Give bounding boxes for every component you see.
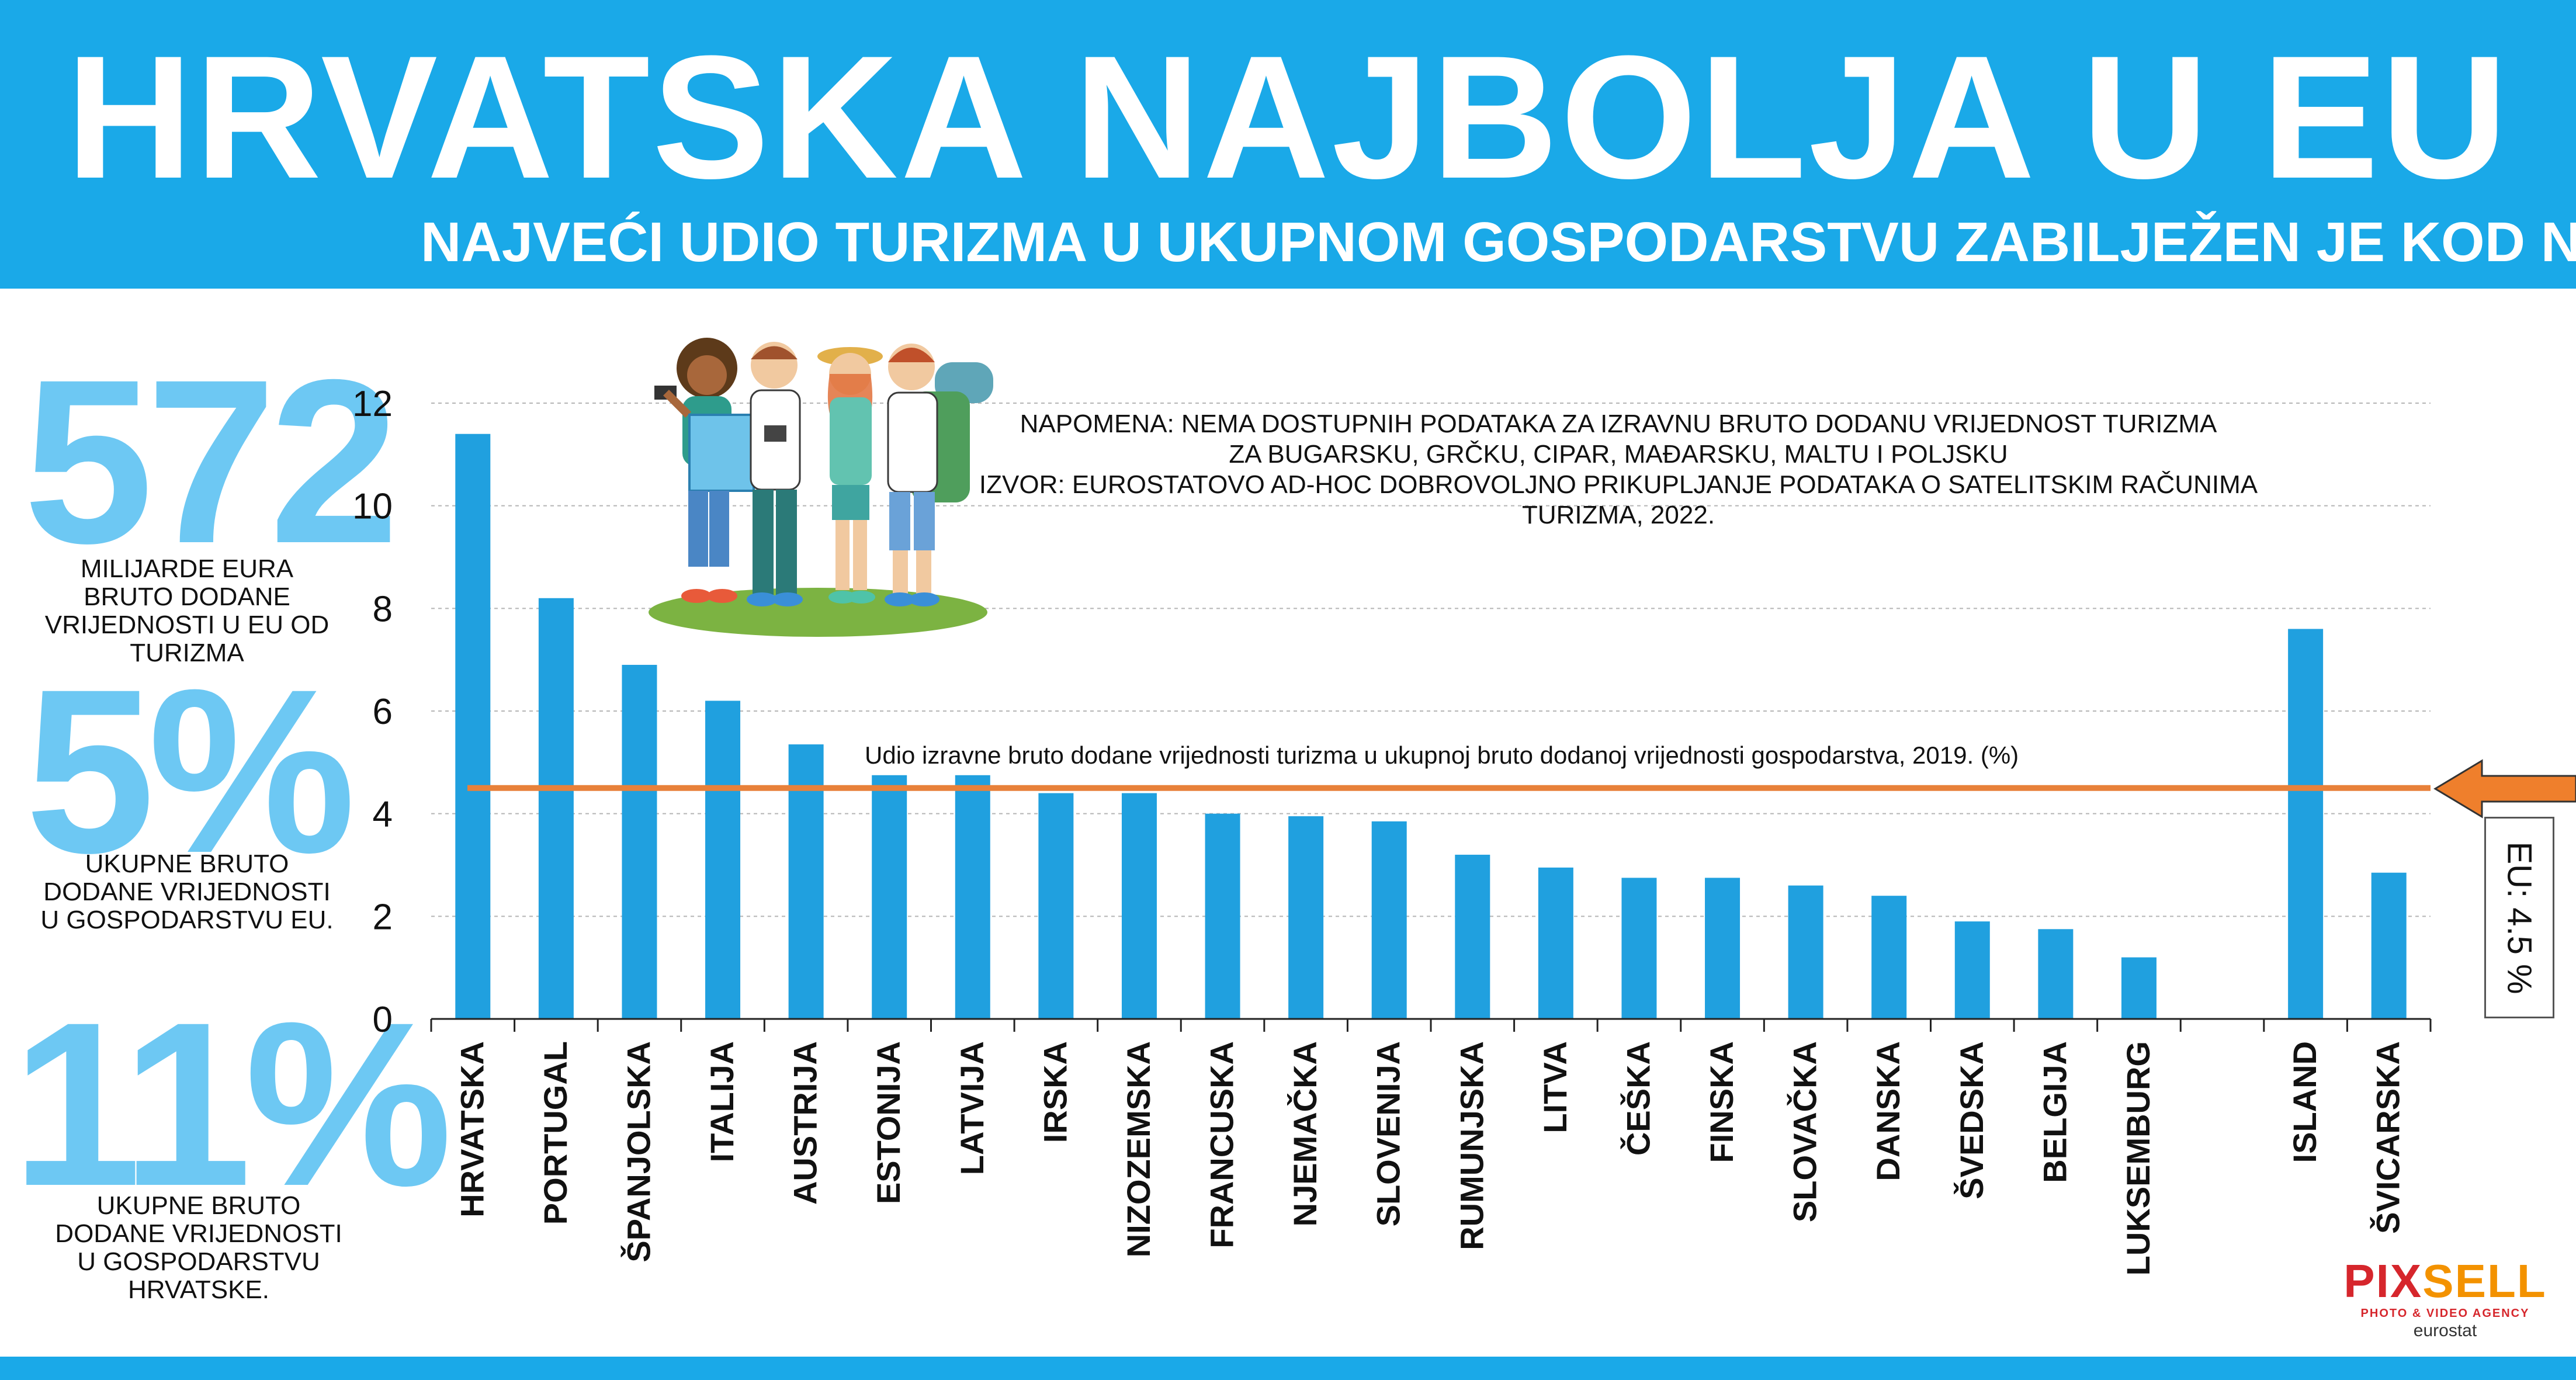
- stat-croatia-share-desc: UKUPNE BRUTO DODANE VRIJEDNOSTI U GOSPOD…: [55, 1191, 342, 1304]
- x-tick-label: ISLAND: [2286, 1041, 2323, 1163]
- pixsell-logo: PIXSELL PHOTO & VIDEO AGENCY eurostat: [2328, 1256, 2562, 1341]
- x-tick-label: NIZOZEMSKA: [1120, 1041, 1157, 1257]
- x-tick-label: ŠPANJOLSKA: [620, 1041, 657, 1263]
- bar-rumunjska: [1455, 854, 1490, 1019]
- y-axis-ticks: 0 2 4 6 8 10 12: [352, 384, 393, 1040]
- bar-litva: [1538, 867, 1573, 1019]
- bar-švedska: [1954, 921, 1990, 1019]
- bar-finska: [1705, 878, 1741, 1019]
- y-tick-label: 2: [373, 897, 393, 937]
- bar-slovenija: [1371, 821, 1407, 1019]
- x-tick-label: ŠVEDSKA: [1953, 1041, 1990, 1199]
- note-line-2: ZA BUGARSKU, GRČKU, CIPAR, MAĐARSKU, MAL…: [1229, 440, 2008, 469]
- page-subtitle: NAJVEĆI UDIO TURIZMA U UKUPNOM GOSPODARS…: [421, 211, 2576, 273]
- bar-danska: [1871, 896, 1907, 1019]
- stat-eu-share-desc: UKUPNE BRUTO DODANE VRIJEDNOSTI U GOSPOD…: [40, 850, 334, 934]
- y-tick-label: 8: [373, 589, 393, 629]
- chart-note: NAPOMENA: NEMA DOSTUPNIH PODATAKA ZA IZR…: [947, 409, 2290, 530]
- note-line-1: NAPOMENA: NEMA DOSTUPNIH PODATAKA ZA IZR…: [1020, 410, 2217, 438]
- x-tick-label: ESTONIJA: [870, 1041, 907, 1204]
- y-tick-label: 0: [373, 1000, 393, 1040]
- bar-irska: [1038, 793, 1074, 1019]
- footer-band: [0, 1357, 2576, 1380]
- stat-tourism-gva-desc: MILIJARDE EURA BRUTO DODANE VRIJEDNOSTI …: [44, 554, 330, 667]
- x-tick-label: AUSTRIJA: [787, 1041, 824, 1205]
- bar-island: [2288, 629, 2324, 1019]
- logo-brand: PIXSELL: [2343, 1255, 2547, 1307]
- header-banner: HRVATSKA NAJBOLJA U EU NAJVEĆI UDIO TURI…: [0, 0, 2576, 289]
- source-label: eurostat: [2413, 1321, 2477, 1340]
- bar-estonija: [872, 775, 907, 1019]
- bar-belgija: [2038, 929, 2074, 1019]
- eu-average-arrow: [2433, 759, 2576, 819]
- x-tick-label: BELGIJA: [2036, 1041, 2073, 1183]
- stat-eu-share-value: 5%: [25, 640, 356, 901]
- eu-average-label-box: EU: 4.5 %: [2484, 817, 2554, 1018]
- x-tick-label: NJEMAČKA: [1287, 1041, 1323, 1226]
- eu-average-label: EU: 4.5 %: [2500, 841, 2539, 994]
- x-tick-label: ČEŠKA: [1620, 1041, 1656, 1156]
- stat-tourism-gva-value: 572: [23, 331, 399, 592]
- x-tick-label: DANSKA: [1870, 1041, 1906, 1181]
- y-tick-label: 10: [352, 487, 393, 527]
- bar-luksemburg: [2121, 957, 2157, 1019]
- x-tick-label: FINSKA: [1703, 1041, 1740, 1163]
- note-line-3: IZVOR: EUROSTATOVO AD-HOC DOBROVOLJNO PR…: [979, 470, 2258, 529]
- x-tick-label: ITALIJA: [703, 1041, 740, 1162]
- bar-nizozemska: [1121, 793, 1157, 1019]
- bar-slovačka: [1788, 885, 1823, 1019]
- x-tick-label: LITVA: [1537, 1041, 1573, 1133]
- x-tick-label: ŠVICARSKA: [2370, 1041, 2407, 1234]
- x-tick-label: IRSKA: [1036, 1041, 1073, 1143]
- chart-bars: [455, 434, 2407, 1019]
- bar-hrvatska: [455, 434, 491, 1019]
- x-tick-label: HRVATSKA: [453, 1041, 490, 1218]
- y-tick-label: 6: [373, 692, 393, 732]
- logo-tagline: PHOTO & VIDEO AGENCY: [2360, 1307, 2530, 1320]
- bar-švicarska: [2371, 872, 2407, 1019]
- bar-njemačka: [1288, 816, 1324, 1019]
- x-tick-label: SLOVENIJA: [1370, 1041, 1407, 1226]
- tourists-illustration-icon: [649, 338, 993, 637]
- bar-portugal: [538, 598, 574, 1019]
- x-tick-label: LUKSEMBURG: [2120, 1041, 2157, 1275]
- bar-francuska: [1205, 813, 1240, 1019]
- x-tick-label: LATVIJA: [954, 1041, 990, 1175]
- x-tick-label: FRANCUSKA: [1204, 1041, 1240, 1249]
- x-tick-label: SLOVAČKA: [1787, 1041, 1823, 1222]
- chart-title: Udio izravne bruto dodane vrijednosti tu…: [865, 741, 2019, 769]
- x-tick-label: RUMUNJSKA: [1453, 1041, 1490, 1250]
- x-axis-ticks: HRVATSKA PORTUGAL ŠPANJOLSKA ITALIJA AUSTRIJ…: [430, 1019, 2432, 1275]
- y-tick-label: 12: [352, 384, 393, 424]
- bar-španjolska: [622, 664, 657, 1019]
- page-title: HRVATSKA NAJBOLJA U EU: [66, 19, 2510, 215]
- y-tick-label: 4: [373, 795, 393, 835]
- bar-italija: [705, 701, 741, 1019]
- bar-češka: [1621, 878, 1657, 1019]
- x-tick-label: PORTUGAL: [537, 1041, 574, 1225]
- bar-latvija: [955, 775, 990, 1019]
